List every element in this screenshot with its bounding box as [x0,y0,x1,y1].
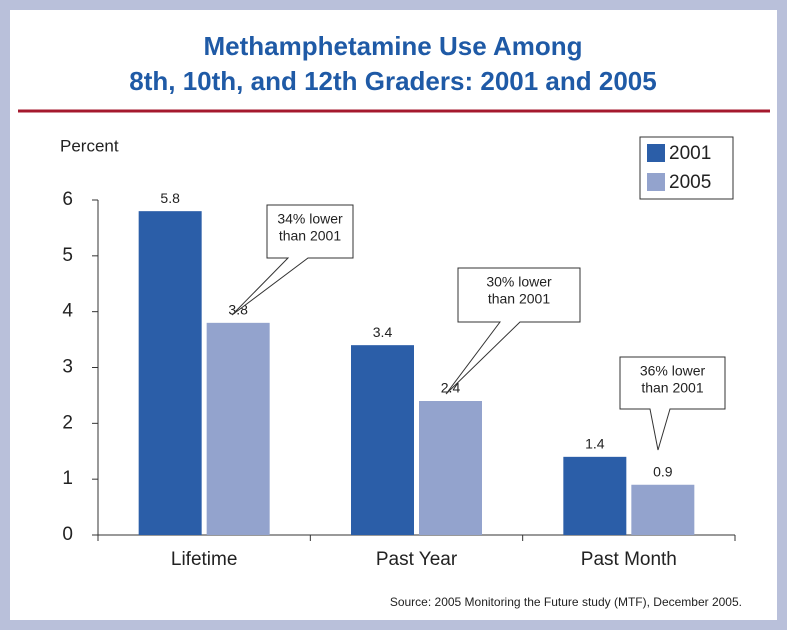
callout-text: 36% lower [640,363,706,379]
bar [351,345,414,535]
callout-text: 34% lower [277,211,343,227]
y-tick-label: 5 [62,245,73,266]
source: Source: 2005 Monitoring the Future study… [390,595,742,609]
x-tick-label: Lifetime [171,549,238,570]
chart-title: 8th, 10th, and 12th Graders: 2001 and 20… [129,66,656,96]
callout-text: 30% lower [486,274,552,290]
legend-label: 2005 [669,172,711,193]
callout [619,356,726,451]
value-label: 5.8 [160,190,180,206]
legend-label: 2001 [669,143,711,164]
y-tick-label: 1 [62,468,73,489]
bar [138,211,202,535]
bar [563,456,627,535]
callout [231,204,354,316]
value-label: 1.4 [585,436,605,452]
x-tick-label: Past Year [376,549,458,570]
bar [419,401,482,535]
callout-text: than 2001 [641,380,703,396]
value-label: 0.9 [653,463,673,479]
x-tick-label: Past Month [581,549,677,570]
y-tick-label: 0 [62,524,73,545]
callout-text: than 2001 [279,228,341,244]
chart-title: Methamphetamine Use Among [204,31,583,61]
y-axis-label: Percent [60,136,119,155]
callout-text: than 2001 [488,291,550,307]
y-tick-label: 3 [62,357,73,378]
callout [445,267,581,395]
y-tick-label: 6 [62,189,73,210]
y-tick-label: 4 [62,301,73,322]
legend-swatch [647,144,665,162]
bar [631,484,695,535]
bar [206,322,270,535]
value-label: 3.4 [373,324,393,340]
legend-swatch [647,173,665,191]
y-tick-label: 2 [62,412,73,433]
